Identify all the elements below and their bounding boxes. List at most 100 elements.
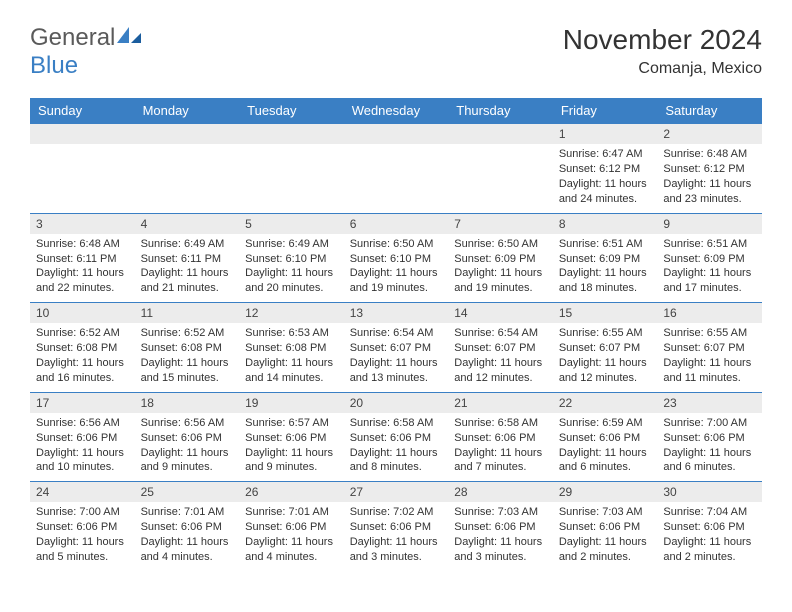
- logo-sail-icon: [115, 25, 143, 45]
- day-content: Sunrise: 6:56 AMSunset: 6:06 PMDaylight:…: [30, 413, 135, 481]
- sunrise-text: Sunrise: 7:00 AM: [36, 505, 129, 520]
- daylight-text: Daylight: 11 hours and 4 minutes.: [245, 535, 338, 565]
- sunset-text: Sunset: 6:07 PM: [663, 341, 756, 356]
- day-number: [344, 124, 449, 144]
- calendar-table: Sunday Monday Tuesday Wednesday Thursday…: [30, 98, 762, 571]
- day-cell: 19Sunrise: 6:57 AMSunset: 6:06 PMDayligh…: [239, 392, 344, 482]
- week-row: 17Sunrise: 6:56 AMSunset: 6:06 PMDayligh…: [30, 392, 762, 482]
- day-content: [30, 144, 135, 202]
- day-content: Sunrise: 7:03 AMSunset: 6:06 PMDaylight:…: [553, 502, 658, 570]
- daylight-text: Daylight: 11 hours and 24 minutes.: [559, 177, 652, 207]
- day-header-row: Sunday Monday Tuesday Wednesday Thursday…: [30, 98, 762, 124]
- day-number: 18: [135, 393, 240, 413]
- day-number: 23: [657, 393, 762, 413]
- day-number: 20: [344, 393, 449, 413]
- day-content: Sunrise: 6:59 AMSunset: 6:06 PMDaylight:…: [553, 413, 658, 481]
- sunrise-text: Sunrise: 6:53 AM: [245, 326, 338, 341]
- day-number: 26: [239, 482, 344, 502]
- day-cell: 22Sunrise: 6:59 AMSunset: 6:06 PMDayligh…: [553, 392, 658, 482]
- day-cell: 28Sunrise: 7:03 AMSunset: 6:06 PMDayligh…: [448, 482, 553, 571]
- sunset-text: Sunset: 6:07 PM: [454, 341, 547, 356]
- calendar-page: GeneralBlue November 2024 Comanja, Mexic…: [0, 0, 792, 571]
- sunrise-text: Sunrise: 6:51 AM: [559, 237, 652, 252]
- day-content: Sunrise: 6:50 AMSunset: 6:09 PMDaylight:…: [448, 234, 553, 302]
- sunset-text: Sunset: 6:06 PM: [36, 520, 129, 535]
- daylight-text: Daylight: 11 hours and 9 minutes.: [245, 446, 338, 476]
- sunrise-text: Sunrise: 6:49 AM: [245, 237, 338, 252]
- sunrise-text: Sunrise: 6:50 AM: [454, 237, 547, 252]
- logo-word2: Blue: [30, 52, 78, 79]
- day-number: 12: [239, 303, 344, 323]
- sunset-text: Sunset: 6:10 PM: [245, 252, 338, 267]
- day-cell: 27Sunrise: 7:02 AMSunset: 6:06 PMDayligh…: [344, 482, 449, 571]
- sunset-text: Sunset: 6:06 PM: [454, 520, 547, 535]
- header: GeneralBlue November 2024 Comanja, Mexic…: [30, 24, 762, 80]
- day-number: 7: [448, 214, 553, 234]
- day-number: 16: [657, 303, 762, 323]
- logo: GeneralBlue: [30, 24, 143, 80]
- col-thursday: Thursday: [448, 98, 553, 124]
- day-number: 24: [30, 482, 135, 502]
- day-content: Sunrise: 6:51 AMSunset: 6:09 PMDaylight:…: [657, 234, 762, 302]
- daylight-text: Daylight: 11 hours and 3 minutes.: [454, 535, 547, 565]
- sunset-text: Sunset: 6:06 PM: [350, 431, 443, 446]
- day-number: 28: [448, 482, 553, 502]
- day-content: Sunrise: 6:57 AMSunset: 6:06 PMDaylight:…: [239, 413, 344, 481]
- sunrise-text: Sunrise: 6:47 AM: [559, 147, 652, 162]
- sunrise-text: Sunrise: 6:57 AM: [245, 416, 338, 431]
- day-cell: 12Sunrise: 6:53 AMSunset: 6:08 PMDayligh…: [239, 303, 344, 393]
- sunrise-text: Sunrise: 6:58 AM: [454, 416, 547, 431]
- day-number: 14: [448, 303, 553, 323]
- sunrise-text: Sunrise: 7:00 AM: [663, 416, 756, 431]
- day-number: 17: [30, 393, 135, 413]
- daylight-text: Daylight: 11 hours and 16 minutes.: [36, 356, 129, 386]
- sunrise-text: Sunrise: 6:59 AM: [559, 416, 652, 431]
- daylight-text: Daylight: 11 hours and 6 minutes.: [559, 446, 652, 476]
- day-cell: 29Sunrise: 7:03 AMSunset: 6:06 PMDayligh…: [553, 482, 658, 571]
- day-cell: 26Sunrise: 7:01 AMSunset: 6:06 PMDayligh…: [239, 482, 344, 571]
- daylight-text: Daylight: 11 hours and 21 minutes.: [141, 266, 234, 296]
- day-number: 3: [30, 214, 135, 234]
- day-number: [239, 124, 344, 144]
- sunset-text: Sunset: 6:06 PM: [559, 431, 652, 446]
- sunrise-text: Sunrise: 6:50 AM: [350, 237, 443, 252]
- sunset-text: Sunset: 6:08 PM: [245, 341, 338, 356]
- day-content: Sunrise: 6:56 AMSunset: 6:06 PMDaylight:…: [135, 413, 240, 481]
- day-content: Sunrise: 6:54 AMSunset: 6:07 PMDaylight:…: [344, 323, 449, 391]
- daylight-text: Daylight: 11 hours and 5 minutes.: [36, 535, 129, 565]
- daylight-text: Daylight: 11 hours and 7 minutes.: [454, 446, 547, 476]
- day-content: Sunrise: 6:52 AMSunset: 6:08 PMDaylight:…: [30, 323, 135, 391]
- day-number: 27: [344, 482, 449, 502]
- sunset-text: Sunset: 6:08 PM: [36, 341, 129, 356]
- sunset-text: Sunset: 6:06 PM: [663, 520, 756, 535]
- day-number: 15: [553, 303, 658, 323]
- daylight-text: Daylight: 11 hours and 9 minutes.: [141, 446, 234, 476]
- daylight-text: Daylight: 11 hours and 12 minutes.: [454, 356, 547, 386]
- day-content: [448, 144, 553, 202]
- day-cell: 1Sunrise: 6:47 AMSunset: 6:12 PMDaylight…: [553, 124, 658, 214]
- col-saturday: Saturday: [657, 98, 762, 124]
- sunset-text: Sunset: 6:12 PM: [663, 162, 756, 177]
- sunset-text: Sunset: 6:09 PM: [663, 252, 756, 267]
- sunset-text: Sunset: 6:12 PM: [559, 162, 652, 177]
- day-content: Sunrise: 6:48 AMSunset: 6:11 PMDaylight:…: [30, 234, 135, 302]
- day-number: 22: [553, 393, 658, 413]
- logo-text: GeneralBlue: [30, 24, 143, 80]
- daylight-text: Daylight: 11 hours and 2 minutes.: [559, 535, 652, 565]
- sunrise-text: Sunrise: 6:52 AM: [141, 326, 234, 341]
- day-content: Sunrise: 6:50 AMSunset: 6:10 PMDaylight:…: [344, 234, 449, 302]
- day-number: [135, 124, 240, 144]
- daylight-text: Daylight: 11 hours and 19 minutes.: [454, 266, 547, 296]
- day-content: Sunrise: 6:47 AMSunset: 6:12 PMDaylight:…: [553, 144, 658, 212]
- daylight-text: Daylight: 11 hours and 13 minutes.: [350, 356, 443, 386]
- day-number: 1: [553, 124, 658, 144]
- sunset-text: Sunset: 6:06 PM: [559, 520, 652, 535]
- week-row: 10Sunrise: 6:52 AMSunset: 6:08 PMDayligh…: [30, 303, 762, 393]
- sunset-text: Sunset: 6:06 PM: [350, 520, 443, 535]
- day-cell: 4Sunrise: 6:49 AMSunset: 6:11 PMDaylight…: [135, 213, 240, 303]
- calendar-body: 1Sunrise: 6:47 AMSunset: 6:12 PMDaylight…: [30, 124, 762, 571]
- week-row: 24Sunrise: 7:00 AMSunset: 6:06 PMDayligh…: [30, 482, 762, 571]
- sunrise-text: Sunrise: 6:54 AM: [454, 326, 547, 341]
- day-content: Sunrise: 6:58 AMSunset: 6:06 PMDaylight:…: [448, 413, 553, 481]
- day-content: Sunrise: 6:58 AMSunset: 6:06 PMDaylight:…: [344, 413, 449, 481]
